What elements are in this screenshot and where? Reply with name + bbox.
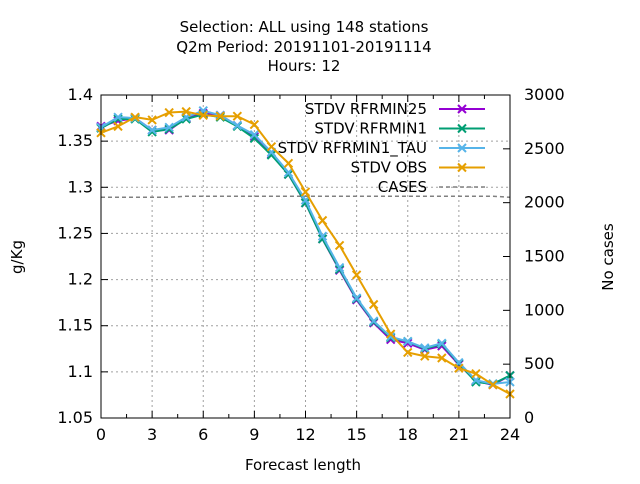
- legend-entry-stdv-obs: STDV OBS: [351, 159, 485, 177]
- data-point: [386, 329, 396, 339]
- y-tick-label: 1.4: [68, 85, 93, 104]
- data-point: [334, 240, 345, 251]
- data-point: [334, 262, 345, 273]
- data-point: [147, 125, 157, 135]
- data-point: [351, 293, 362, 303]
- data-point: [386, 332, 396, 342]
- x-tick-labels: 0 3 6 9 12 15 18 21 24: [96, 425, 520, 444]
- data-point: [317, 215, 328, 226]
- data-point: [232, 111, 243, 121]
- data-point: [368, 299, 379, 310]
- y-tick-label: 1.25: [57, 223, 93, 242]
- y2-tick-label: 3000: [524, 85, 565, 104]
- data-point: [403, 347, 413, 358]
- data-point: [368, 316, 379, 326]
- legend-marker: [457, 104, 467, 114]
- legend-marker: [457, 162, 467, 173]
- title-line-3: Hours: 12: [268, 57, 341, 75]
- data-point: [215, 111, 225, 121]
- y-tick-label: 1.2: [68, 270, 93, 289]
- data-point: [351, 270, 362, 280]
- legend-marker: [457, 143, 467, 153]
- data-point: [437, 338, 447, 348]
- x-tick-label: 6: [198, 425, 208, 444]
- series-lines: [96, 105, 515, 399]
- legend-entry-stdv-rfrmin25: STDV RFRMIN25: [305, 100, 485, 118]
- series-cases: [101, 195, 511, 199]
- legend-entry-stdv-rfrmin1-tau: STDV RFRMIN1_TAU: [278, 139, 485, 158]
- data-point: [420, 351, 430, 361]
- data-point: [130, 112, 140, 122]
- legend-label: CASES: [378, 178, 427, 196]
- axis-ticks: [100, 94, 511, 419]
- y2-tick-label: 2500: [524, 139, 565, 158]
- x-tick-label: 3: [147, 425, 157, 444]
- data-point: [266, 141, 277, 152]
- y2-tick-label: 0: [524, 408, 534, 427]
- legend-label: STDV RFRMIN25: [305, 100, 427, 118]
- data-point: [198, 110, 208, 121]
- x-axis-label: Forecast length: [245, 456, 361, 474]
- data-point: [164, 122, 174, 133]
- data-point: [403, 336, 413, 347]
- y2-axis-label: No cases: [599, 223, 617, 291]
- data-point: [283, 167, 294, 178]
- data-point: [113, 121, 123, 132]
- data-point: [249, 129, 260, 140]
- y2-tick-label: 500: [524, 354, 555, 373]
- data-point: [300, 187, 311, 197]
- data-point: [437, 353, 447, 363]
- legend-entry-stdv-rfrmin1: STDV RFRMIN1: [314, 120, 485, 138]
- x-tick-label: 0: [96, 425, 106, 444]
- data-point: [488, 380, 498, 390]
- y2-tick-label: 1500: [524, 247, 565, 266]
- x-tick-label: 9: [249, 425, 259, 444]
- chart-title: Selection: ALL using 148 stations Q2m Pe…: [176, 18, 431, 75]
- data-point: [454, 363, 464, 373]
- y-tick-label: 1.3: [68, 177, 93, 196]
- x-tick-label: 15: [346, 425, 366, 444]
- x-tick-label: 24: [500, 425, 520, 444]
- data-point: [471, 368, 481, 379]
- data-point: [266, 150, 277, 160]
- y2-tick-label: 1000: [524, 300, 565, 319]
- legend-entry-cases: CASES: [378, 178, 485, 196]
- x-tick-label: 12: [295, 425, 315, 444]
- series-line-cases: [101, 195, 511, 199]
- legend-label: STDV RFRMIN1_TAU: [278, 139, 427, 158]
- data-point: [113, 112, 123, 122]
- data-point: [317, 231, 328, 241]
- y-tick-label: 1.15: [57, 316, 93, 335]
- data-point: [249, 133, 260, 144]
- y2-tick-label: 2000: [524, 193, 565, 212]
- y2-tick-labels: 0 500 1000 1500 2000 2500 3000: [524, 85, 565, 427]
- y-axis-label: g/Kg: [8, 240, 26, 274]
- title-line-1: Selection: ALL using 148 stations: [180, 18, 429, 36]
- data-point: [283, 158, 294, 168]
- y-tick-label: 1.35: [57, 131, 93, 150]
- data-point: [164, 107, 174, 118]
- legend-label: STDV RFRMIN1: [314, 120, 427, 138]
- y-tick-label: 1.05: [57, 408, 93, 427]
- legend-label: STDV OBS: [351, 159, 427, 177]
- data-point: [147, 115, 157, 125]
- data-point: [471, 377, 481, 387]
- y-tick-label: 1.1: [68, 362, 93, 381]
- data-point: [420, 343, 430, 353]
- x-tick-label: 18: [398, 425, 418, 444]
- legend-marker: [457, 123, 467, 134]
- data-point: [249, 119, 260, 130]
- series-stdv-obs: [96, 106, 515, 399]
- data-point: [232, 120, 243, 131]
- title-line-2: Q2m Period: 20191101-20191114: [176, 38, 431, 56]
- y-tick-labels: 1.05 1.1 1.15 1.2 1.25 1.3 1.35 1.4: [57, 85, 93, 427]
- data-point: [181, 106, 191, 117]
- x-tick-label: 21: [449, 425, 469, 444]
